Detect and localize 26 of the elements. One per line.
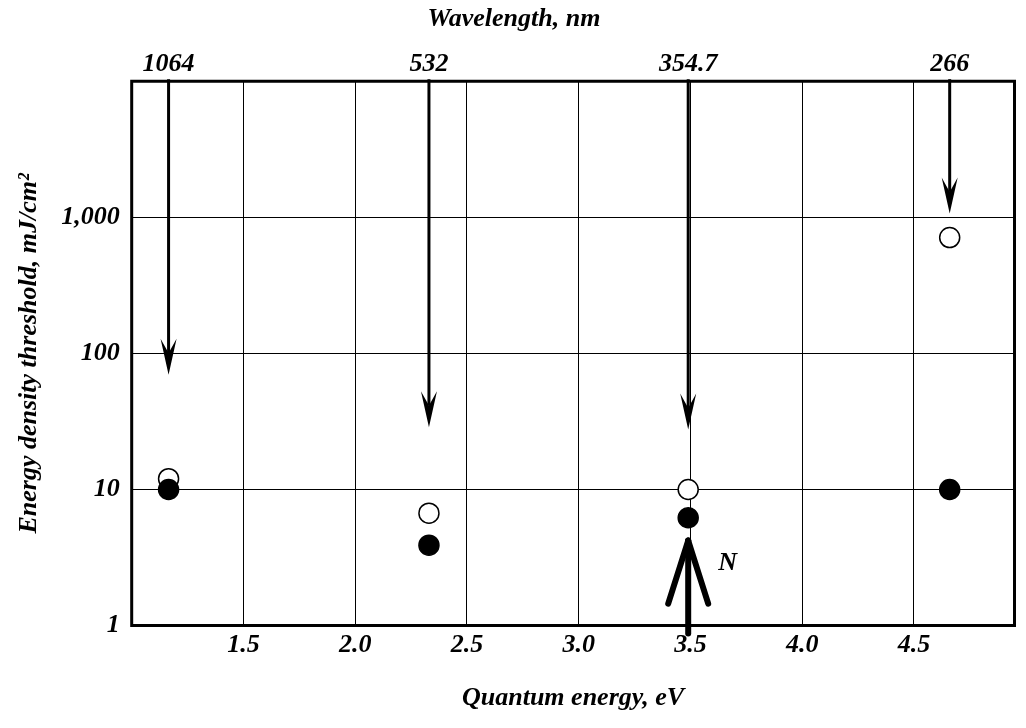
x-tick-label: 4.0 (784, 628, 819, 658)
point (677, 478, 699, 501)
y-tick-label: 1 (106, 609, 120, 639)
x-axis-title: Quantum energy, eV (461, 682, 687, 712)
text: 532 (409, 47, 449, 77)
y-tick-label: 1,000 (61, 201, 120, 231)
x-tick-label: 1.5 (227, 628, 260, 658)
text: 354.7 (657, 47, 719, 77)
x-tick-label: 2.0 (337, 628, 372, 658)
x-tick-label: 4.5 (896, 628, 931, 658)
point (938, 478, 961, 501)
point (418, 534, 440, 556)
x-tick-label: 2.5 (449, 628, 484, 658)
x-tick-label: 3.0 (561, 628, 595, 658)
point (157, 478, 180, 501)
point (418, 502, 440, 524)
text: 266 (929, 47, 970, 77)
y-tick-label: 100 (80, 337, 120, 367)
chart-title: Wavelength, nm (427, 3, 601, 33)
y-tick-label: 10 (93, 473, 120, 503)
x-tick-label: 3.5 (673, 628, 707, 658)
point (938, 226, 961, 249)
y-axis-title: Energy density threshold, mJ/cm² (13, 172, 43, 535)
point (677, 507, 699, 529)
annotation: N (717, 547, 739, 577)
text: 1064 (142, 47, 195, 77)
